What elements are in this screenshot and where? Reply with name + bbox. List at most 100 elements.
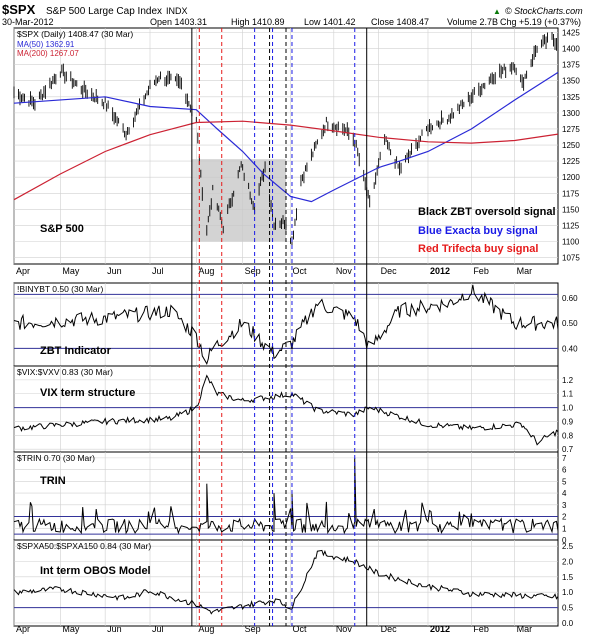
y-tick-label: 2.0 [562,558,574,567]
panel-note: Int term OBOS Model [40,565,151,577]
x-tick-label: Aug [198,624,214,634]
y-tick-label: 6 [562,466,567,475]
y-tick-label: 0.50 [562,319,578,328]
y-tick-label: 0.7 [562,445,574,454]
ma50-label: MA(50) 1362.91 [17,40,75,49]
y-tick-label: 1400 [562,45,580,54]
y-tick-label: 1.1 [562,390,574,399]
y-tick-label: 0.0 [562,619,574,628]
open-value: Open 1403.31 [150,17,207,27]
x-tick-label: Oct [292,266,307,276]
y-tick-label: 1300 [562,109,580,118]
x-tick-label: Mar [517,266,533,276]
panel-2: 0.40 0.50 0.60 !BINYBT 0.50 (30 Mar) ZBT Ind… [13,282,578,367]
y-tick-label: 1325 [562,93,580,102]
series-line [13,374,559,446]
series-line [13,284,559,366]
y-tick-label: 4 [562,489,567,498]
legend-blue-exacta: Blue Exacta buy signal [418,225,538,237]
y-tick-label: 1.0 [562,588,574,597]
y-tick-label: 1100 [562,237,580,246]
chart-date: 30-Mar-2012 [2,17,54,27]
series-line [13,549,559,615]
y-tick-label: 1375 [562,61,580,70]
x-tick-label: May [62,266,80,276]
panel-title: $VIX:$VXV 0.83 (30 Mar) [17,367,113,377]
x-tick-label: May [62,624,80,634]
x-tick-label: Sep [245,266,261,276]
exchange-label: INDX [166,6,188,16]
y-tick-label: 0.8 [562,431,574,440]
low-value: Low 1401.42 [304,17,356,27]
panel-title: $SPXA50:$SPXA150 0.84 (30 Mar) [17,541,151,551]
x-tick-label: Dec [381,266,398,276]
x-tick-label: Sep [245,624,261,634]
panel-4: 0 1 2 3 4 5 6 7 $TRIN 0.70 (30 Mar) TRIN [13,451,567,545]
series-line [13,71,559,203]
y-tick-label: 1350 [562,77,580,86]
x-tick-label: Apr [16,624,30,634]
volume-value: Volume 2.7B [447,17,498,27]
panel-1: 1075 1100 1125 1150 1175 1200 1225 1250 1275 1300… [13,27,580,265]
series-line [13,457,559,535]
close-value: Close 1408.47 [371,17,429,27]
y-tick-label: 0.40 [562,344,578,353]
x-tick-label: Jun [107,266,122,276]
y-tick-label: 2.5 [562,542,574,551]
x-tick-label: Jul [152,266,164,276]
x-tick-label: Feb [473,624,489,634]
series-line [13,120,559,201]
y-tick-label: 1225 [562,157,580,166]
y-tick-label: 1200 [562,173,580,182]
y-tick-label: 1 [562,524,567,533]
up-arrow-icon: ▲ [493,7,501,16]
panel-5: 0.0 0.5 1.0 1.5 2.0 2.5 $SPXA50:$SPXA150 0.84 … [13,539,574,628]
panel-title: $TRIN 0.70 (30 Mar) [17,453,95,463]
y-tick-label: 0.5 [562,604,574,613]
legend-black-zbt: Black ZBT oversold signal [418,206,556,218]
y-tick-label: 1275 [562,125,580,134]
x-tick-label: Aug [198,266,214,276]
watermark: © StockCharts.com [505,6,583,16]
change-value: Chg +5.19 (+0.37%) [500,17,581,27]
y-tick-label: 7 [562,454,567,463]
y-tick-label: 1.2 [562,376,574,385]
x-tick-label: 2012 [430,266,450,276]
x-tick-label: Dec [381,624,398,634]
x-tick-label: Apr [16,266,30,276]
x-tick-label: Nov [336,624,353,634]
y-tick-label: 1425 [562,29,580,38]
y-tick-label: 3 [562,501,567,510]
panel-note: TRIN [40,475,66,487]
panel-3: 0.7 0.8 0.9 1.0 1.1 1.2 $VIX:$VXV 0.83 (30 Mar… [13,365,574,454]
panel-note: S&P 500 [40,223,84,235]
legend-red-trifecta: Red Trifecta buy signal [418,243,538,255]
x-tick-label: Mar [517,624,533,634]
oversold-shaded-region [191,159,286,242]
x-tick-label: 2012 [430,624,450,634]
panel-title: $SPX (Daily) 1408.47 (30 Mar) [17,29,133,39]
y-tick-label: 5 [562,477,567,486]
y-tick-label: 1150 [562,205,580,214]
y-tick-label: 1250 [562,141,580,150]
index-name: S&P 500 Large Cap Index [46,6,162,17]
ticker-symbol: $SPX [2,2,36,17]
y-tick-label: 0.9 [562,417,574,426]
y-tick-label: 1.0 [562,404,574,413]
panel-note: VIX term structure [40,387,135,399]
y-tick-label: 2 [562,513,567,522]
y-tick-label: 0.60 [562,294,578,303]
y-tick-label: 1075 [562,254,580,263]
panel-note: ZBT Indicator [40,345,112,357]
panel-title: !BINYBT 0.50 (30 Mar) [17,284,103,294]
ma200-label: MA(200) 1267.07 [17,49,79,58]
y-tick-label: 1175 [562,189,580,198]
y-tick-label: 1.5 [562,573,574,582]
high-value: High 1410.89 [231,17,285,27]
y-tick-label: 0 [562,536,567,545]
x-tick-label: Oct [292,624,307,634]
x-tick-label: Feb [473,266,489,276]
x-tick-label: Jun [107,624,122,634]
x-tick-label: Jul [152,624,164,634]
